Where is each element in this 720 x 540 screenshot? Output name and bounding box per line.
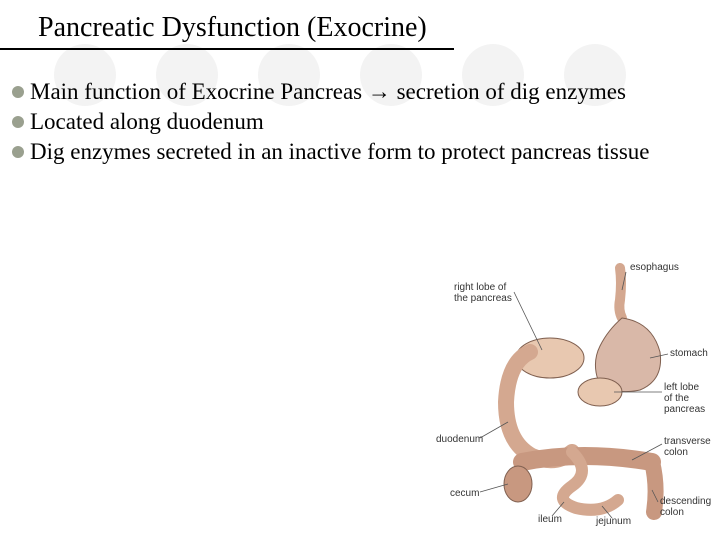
bullet-text: Located along duodenum (30, 108, 264, 136)
diagram-label-left-lobe: left lobe of the pancreas (664, 382, 705, 415)
diagram-label-right-lobe: right lobe of the pancreas (454, 282, 512, 304)
bullet-dot-icon (12, 146, 24, 158)
diagram-label-duodenum: duodenum (436, 434, 483, 445)
bullet-list: Main function of Exocrine Pancreas → sec… (12, 78, 690, 168)
bullet-item: Main function of Exocrine Pancreas → sec… (12, 78, 690, 106)
diagram-label-ileum: ileum (538, 514, 562, 525)
bullet-text: Dig enzymes secreted in an inactive form… (30, 138, 649, 166)
diagram-label-jejunum: jejunum (596, 516, 631, 527)
bullet-item: Dig enzymes secreted in an inactive form… (12, 138, 690, 166)
bullet-dot-icon (12, 86, 24, 98)
bullet-text: Main function of Exocrine Pancreas → sec… (30, 78, 626, 106)
diagram-label-descending-colon: descending colon (660, 496, 711, 518)
diagram-label-transverse-colon: transverse colon (664, 436, 711, 458)
anatomy-diagram: esophagus right lobe of the pancreas sto… (422, 262, 712, 532)
diagram-label-stomach: stomach (670, 348, 708, 359)
title-underline (0, 48, 454, 50)
slide-title: Pancreatic Dysfunction (Exocrine) (38, 12, 427, 44)
diagram-label-esophagus: esophagus (630, 262, 679, 273)
bullet-dot-icon (12, 116, 24, 128)
diagram-label-cecum: cecum (450, 488, 479, 499)
bullet-item: Located along duodenum (12, 108, 690, 136)
